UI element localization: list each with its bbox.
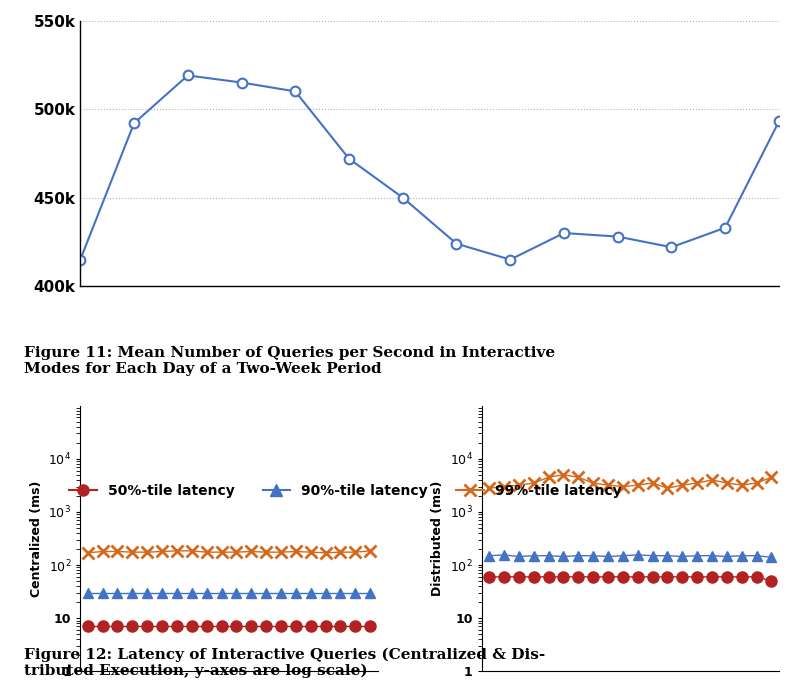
Text: Figure 11: Mean Number of Queries per Second in Interactive
Modes for Each Day o: Figure 11: Mean Number of Queries per Se… <box>24 346 554 376</box>
Legend: 50%-tile latency, 90%-tile latency, 99%-tile latency: 50%-tile latency, 90%-tile latency, 99%-… <box>63 478 626 503</box>
Y-axis label: Distributed (ms): Distributed (ms) <box>431 481 444 596</box>
Text: Figure 12: Latency of Interactive Queries (Centralized & Dis-
tributed Execution: Figure 12: Latency of Interactive Querie… <box>24 647 545 678</box>
Y-axis label: Centralized (ms): Centralized (ms) <box>30 480 43 597</box>
